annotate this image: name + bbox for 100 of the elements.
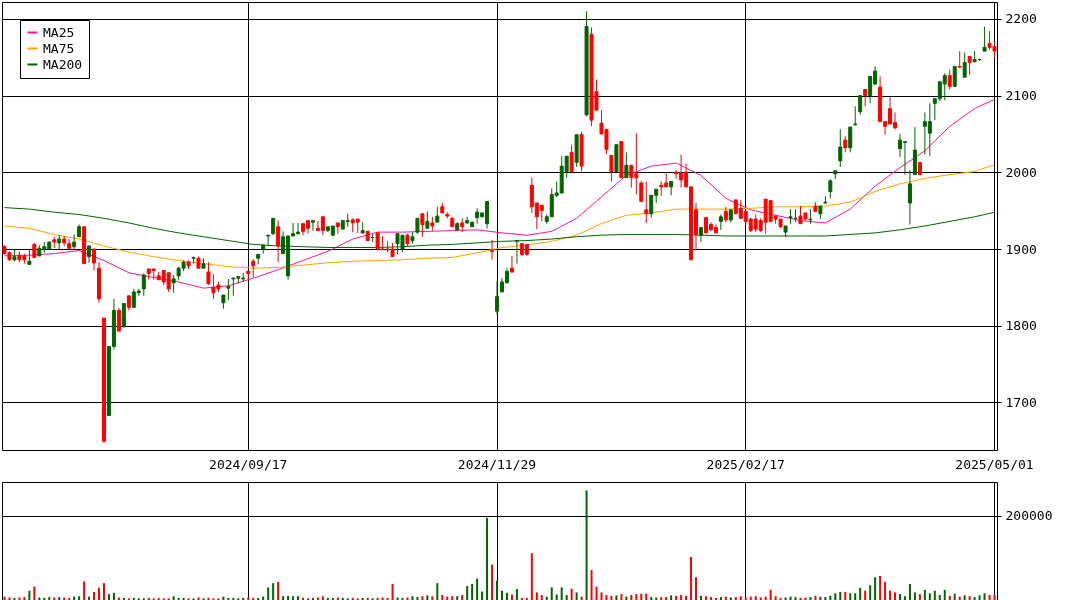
bar: [973, 597, 976, 600]
x-tick-label: 2025/02/17: [706, 456, 785, 472]
bar: [978, 595, 981, 600]
bar: [923, 589, 926, 600]
bar: [53, 597, 56, 600]
y-tick-label: 2100: [1005, 88, 1037, 104]
bar: [769, 589, 772, 600]
bar: [58, 597, 61, 600]
bar: [361, 597, 364, 600]
bar: [963, 595, 966, 600]
bar: [804, 597, 807, 600]
bar: [396, 597, 399, 600]
bar: [182, 597, 185, 600]
bar: [33, 586, 36, 600]
bar: [645, 593, 648, 600]
bar: [107, 594, 110, 600]
bar: [854, 593, 857, 600]
bar: [874, 577, 877, 600]
candlestick: [320, 216, 325, 236]
y-tick-label: 1700: [1005, 394, 1037, 410]
bar: [277, 581, 280, 600]
bar: [386, 597, 389, 600]
candlestick: [569, 144, 574, 173]
candlestick: [490, 239, 495, 261]
bar: [515, 589, 518, 600]
bar: [520, 597, 523, 600]
candlestick: [838, 128, 843, 168]
bar: [938, 594, 941, 600]
bar: [316, 597, 319, 600]
candlestick: [310, 220, 315, 232]
candlestick: [116, 307, 121, 332]
bar: [729, 597, 732, 600]
bar: [272, 583, 275, 600]
bar: [655, 597, 658, 600]
bar: [988, 594, 991, 600]
bar: [695, 577, 698, 600]
bar: [550, 587, 553, 600]
bar: [849, 593, 852, 600]
bar: [28, 590, 31, 600]
bar: [257, 597, 260, 600]
bar: [376, 597, 379, 600]
bar: [18, 597, 21, 600]
bar: [660, 597, 663, 600]
bar: [232, 597, 235, 600]
bar: [884, 581, 887, 600]
bar: [426, 595, 429, 600]
bar: [481, 591, 484, 600]
bar: [78, 596, 81, 600]
bar: [829, 595, 832, 600]
bar: [933, 590, 936, 600]
bar: [331, 597, 334, 600]
bar: [38, 597, 41, 600]
bar: [650, 597, 653, 600]
bar: [555, 594, 558, 600]
bar: [381, 597, 384, 600]
bar: [615, 595, 618, 600]
bar: [471, 583, 474, 600]
candlestick: [639, 180, 644, 202]
candlestick: [848, 126, 853, 153]
bar: [287, 595, 290, 600]
bar: [913, 592, 916, 600]
bar: [43, 597, 46, 600]
bar: [321, 596, 324, 600]
bar: [908, 583, 911, 600]
bar: [282, 596, 285, 600]
candlestick: [853, 105, 858, 127]
bar: [575, 592, 578, 600]
candlestick: [609, 154, 614, 183]
bar: [197, 597, 200, 600]
bar: [421, 596, 424, 600]
bar: [620, 594, 623, 600]
bar: [824, 597, 827, 600]
bar: [441, 594, 444, 600]
bar: [560, 587, 563, 600]
bar: [132, 597, 135, 600]
candlestick: [828, 178, 833, 199]
bar: [13, 597, 16, 600]
bar: [436, 583, 439, 600]
bar: [451, 596, 454, 600]
bar: [784, 597, 787, 600]
bar: [147, 597, 150, 600]
candlestick: [509, 255, 514, 274]
candlestick: [927, 102, 932, 157]
bar: [68, 597, 71, 600]
bar: [172, 596, 175, 600]
bar: [918, 594, 921, 600]
bar: [759, 597, 762, 600]
bar: [326, 597, 329, 600]
bar: [943, 589, 946, 600]
bar: [297, 596, 300, 600]
candlestick: [231, 276, 236, 297]
legend-label: MA25: [43, 24, 75, 40]
candlestick: [121, 302, 126, 329]
candlestick: [952, 65, 957, 87]
bar: [242, 597, 245, 600]
candlestick: [420, 213, 425, 238]
bar: [117, 597, 120, 600]
candlestick: [858, 95, 863, 116]
bar: [903, 596, 906, 600]
bar: [630, 594, 633, 600]
